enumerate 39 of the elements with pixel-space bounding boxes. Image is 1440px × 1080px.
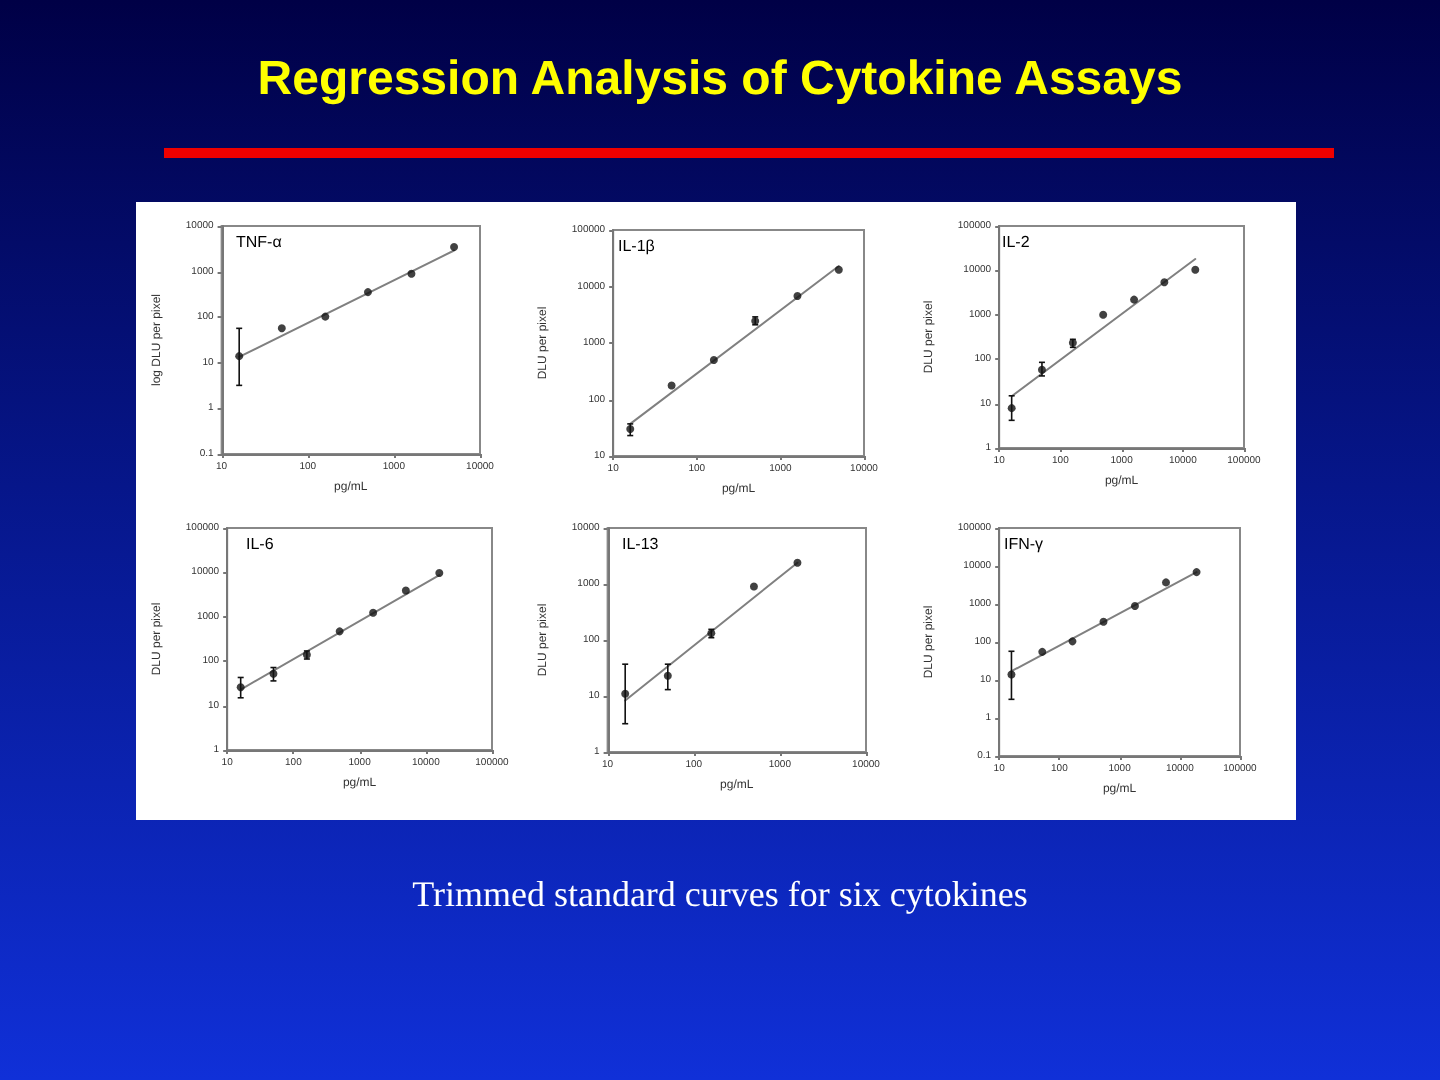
point	[793, 291, 802, 300]
point	[235, 352, 244, 361]
point	[749, 582, 758, 591]
point	[667, 381, 676, 390]
point	[335, 627, 344, 636]
point	[834, 265, 843, 274]
point	[369, 608, 378, 617]
point	[450, 243, 459, 252]
point	[321, 312, 330, 321]
chart-title: IL-2	[1002, 233, 1031, 251]
point	[277, 324, 286, 333]
chart-title: IL-6	[246, 535, 275, 553]
chart-title: TNF-α	[236, 233, 283, 251]
point	[435, 568, 444, 577]
point	[1191, 265, 1200, 274]
chart-title: IL-1β	[618, 237, 656, 255]
text: Trimmed standard curves for six cytokines	[410, 872, 1030, 916]
point	[1130, 295, 1139, 304]
point	[236, 683, 245, 692]
point	[793, 558, 802, 567]
point	[1007, 404, 1016, 413]
point	[1162, 578, 1170, 587]
point	[709, 356, 718, 365]
point	[1038, 647, 1047, 656]
point	[1192, 568, 1201, 577]
point	[663, 671, 672, 680]
text: Regression Analysis of Cytokine Assays	[255, 52, 1185, 108]
point	[1099, 310, 1108, 319]
chart-title: IL-13	[622, 535, 660, 553]
point	[1068, 637, 1077, 646]
point	[1007, 670, 1016, 679]
point	[1099, 617, 1108, 626]
point	[363, 288, 372, 297]
point	[1160, 278, 1169, 287]
point	[407, 269, 416, 278]
point	[401, 586, 410, 595]
chart-title: IFN-γ	[1004, 535, 1044, 553]
point	[1130, 601, 1139, 610]
point	[621, 689, 630, 698]
